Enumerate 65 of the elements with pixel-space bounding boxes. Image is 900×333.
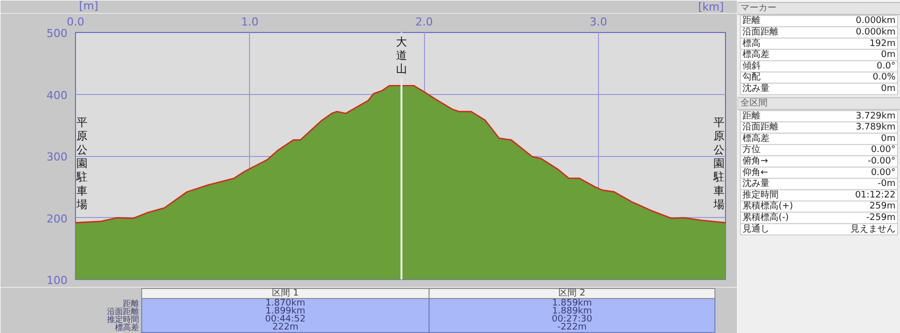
text: 0.000km	[856, 16, 896, 26]
text: 3.729km	[856, 111, 896, 122]
text: -222m	[557, 322, 587, 332]
text: 222m	[272, 322, 298, 332]
text: 見通し	[742, 223, 770, 234]
x-tick-label: 0.0	[66, 16, 84, 28]
text: 距離	[123, 299, 139, 308]
text: 方位	[742, 144, 760, 156]
line-series	[76, 84, 726, 224]
text: 0.0°	[876, 61, 896, 72]
text: マーカー	[740, 4, 776, 14]
text: 勾配	[742, 72, 760, 83]
x-tick-label: 2.0	[415, 16, 433, 28]
text: 推定時間	[107, 315, 139, 324]
text: 推定時間	[742, 189, 778, 200]
text: 距離	[742, 15, 760, 26]
text: 累積標高(+)	[742, 200, 794, 212]
y-axis-title: [m]	[79, 0, 98, 12]
text: 192m	[870, 38, 896, 49]
text: 00:44:52	[265, 314, 306, 324]
x-axis-title: [km]	[698, 0, 724, 14]
text: 01:12:22	[855, 190, 896, 200]
text: 標高差	[115, 323, 139, 332]
text: 全区間	[740, 98, 768, 109]
text: 0.00°	[870, 168, 896, 178]
text: 259m	[870, 202, 896, 212]
annotation: 平原公園駐車場	[76, 116, 88, 211]
text: 標高	[742, 38, 760, 49]
y-tick-label: 300	[46, 150, 68, 164]
text: 0m	[881, 50, 896, 60]
text: 区間 1	[272, 288, 299, 298]
text: 00:27:30	[552, 314, 593, 324]
text: -0m	[878, 179, 896, 190]
text: 0m	[881, 84, 896, 94]
text: 0m	[881, 134, 896, 144]
x-tick-label: 1.0	[241, 16, 259, 28]
text: 0.000km	[856, 27, 896, 38]
text: 0.00°	[870, 145, 896, 156]
annotation: 平原公園駐車場	[712, 116, 724, 211]
text: 3.789km	[856, 122, 896, 133]
text: 沈み量	[742, 82, 770, 94]
text: 仰角←	[742, 166, 768, 178]
y-tick-label: 400	[46, 88, 68, 102]
text: -259m	[866, 212, 896, 223]
text: 距離	[742, 110, 760, 122]
text: 1.899km	[266, 306, 306, 316]
text: 見えません	[850, 223, 896, 234]
text: 標高差	[742, 49, 770, 60]
y-tick-label: 100	[46, 274, 68, 287]
y-tick-label: 200	[46, 212, 68, 226]
text: 標高差	[742, 132, 770, 144]
text: 0.0%	[872, 72, 896, 83]
text: 沿面距離	[742, 122, 778, 133]
text: 区間 2	[558, 288, 586, 298]
text: 沿面距離	[742, 26, 778, 38]
text: 沈み量	[742, 178, 770, 190]
text: 累積標高(-)	[742, 212, 789, 223]
text: 俯角→	[742, 155, 768, 166]
x-tick-label: 3.0	[590, 16, 608, 28]
text: -0.00°	[868, 156, 896, 166]
y-tick-label: 500	[46, 27, 68, 40]
text: 沿面距離	[107, 307, 139, 316]
annotation: 大道山	[396, 35, 407, 76]
text: 傾斜	[742, 60, 760, 72]
text: 1.889km	[552, 306, 592, 316]
